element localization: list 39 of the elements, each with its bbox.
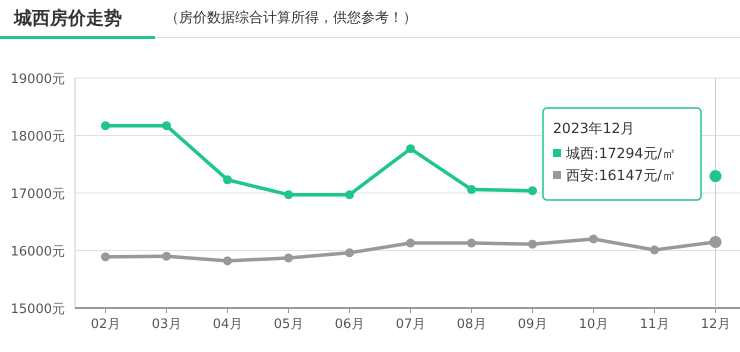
point — [650, 245, 659, 254]
chart-title: 城西房价走势 — [13, 8, 122, 29]
x-tick-label: 05月 — [274, 317, 304, 332]
point — [284, 253, 293, 262]
x-tick-label: 04月 — [212, 317, 242, 332]
x-tick-label: 07月 — [396, 317, 426, 332]
point — [406, 238, 415, 248]
x-tick-label: 08月 — [456, 317, 486, 332]
x-tick-label: 06月 — [334, 317, 364, 332]
point — [528, 240, 537, 249]
point — [101, 121, 110, 130]
x-tick-label: 12月 — [700, 317, 730, 332]
x-tick-label: 03月 — [152, 317, 182, 332]
y-tick-label: 15000元 — [10, 302, 65, 317]
point — [101, 252, 110, 262]
chart-subtitle: （房价数据综合计算所得，供您参考！） — [165, 10, 417, 26]
y-tick-label: 19000元 — [10, 72, 65, 87]
x-tick-label: 09月 — [518, 317, 548, 332]
point — [406, 144, 415, 154]
point — [345, 190, 354, 200]
x-tick-label: 11月 — [640, 317, 670, 332]
point — [162, 121, 171, 130]
point — [162, 252, 171, 261]
y-tick-label: 16000元 — [10, 244, 65, 260]
legend-label: 西安:16147元/㎡ — [566, 168, 676, 184]
legend-label: 城西:17294元/㎡ — [565, 146, 676, 162]
point — [223, 175, 232, 184]
legend-title: 2023年12月 — [553, 121, 634, 137]
y-tick-label: 18000元 — [10, 130, 65, 144]
x-tick-label: 10月 — [578, 317, 608, 332]
point — [467, 185, 476, 194]
x-tick-label: 02月 — [90, 317, 120, 332]
point — [589, 234, 598, 244]
point — [345, 248, 354, 258]
point — [223, 256, 232, 266]
y-tick-label: 17000元 — [10, 187, 65, 202]
point — [528, 186, 537, 196]
point — [284, 190, 293, 200]
point — [467, 238, 476, 248]
